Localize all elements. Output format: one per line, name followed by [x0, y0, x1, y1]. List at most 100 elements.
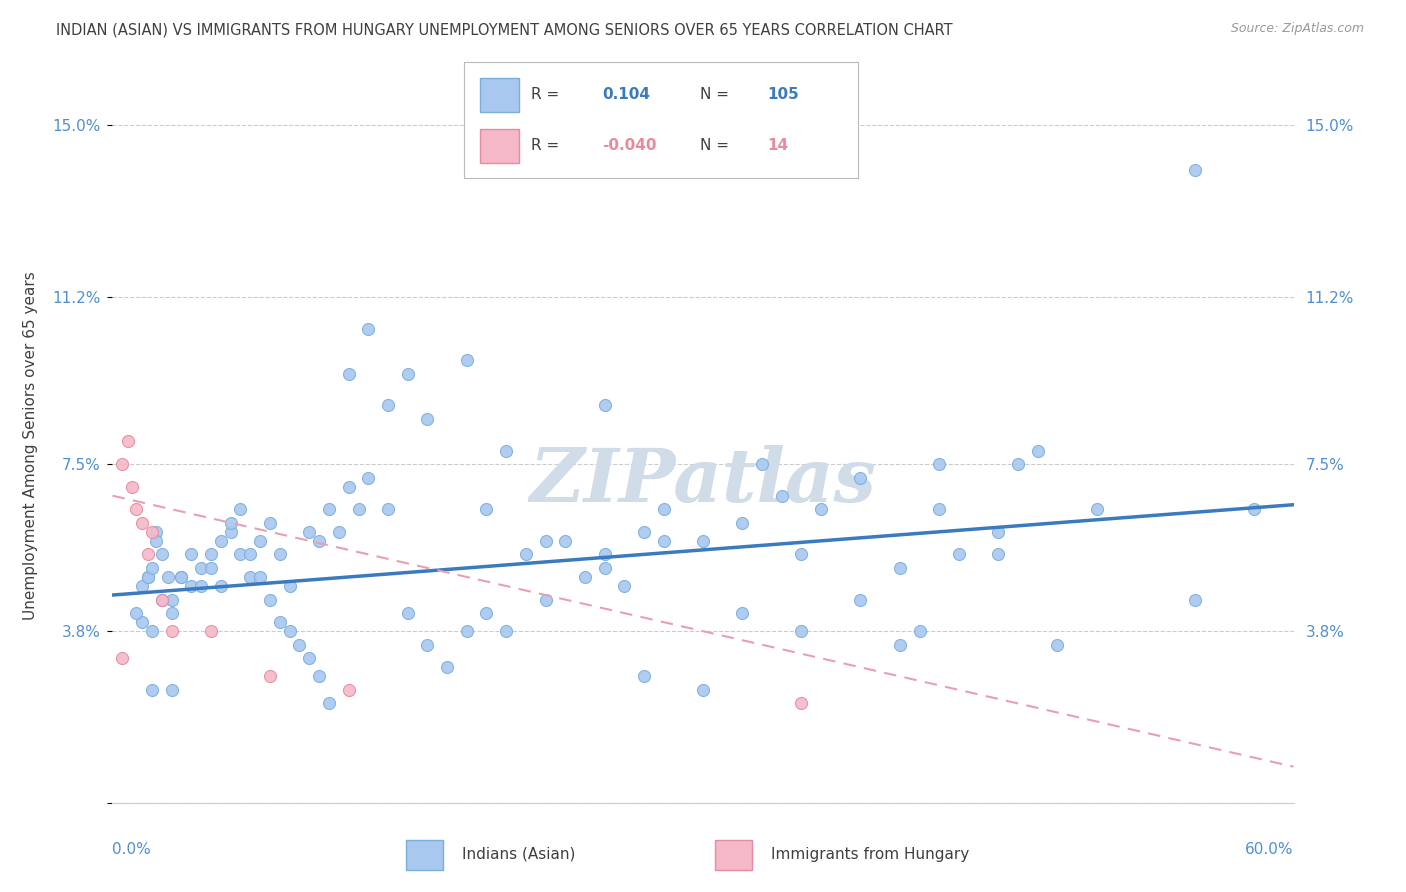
Point	[357, 470, 380, 484]
Point	[249, 570, 271, 584]
Point	[593, 398, 616, 412]
Point	[731, 606, 754, 620]
Point	[111, 457, 134, 471]
Point	[908, 624, 931, 639]
Point	[456, 624, 478, 639]
Text: ZIPatlas: ZIPatlas	[530, 445, 876, 518]
Point	[416, 412, 439, 426]
FancyBboxPatch shape	[479, 78, 519, 112]
Text: 14: 14	[768, 138, 789, 153]
Point	[692, 682, 714, 697]
Point	[269, 548, 291, 562]
Point	[377, 398, 399, 412]
Point	[141, 561, 163, 575]
Point	[156, 570, 179, 584]
Point	[987, 524, 1010, 539]
Point	[229, 502, 252, 516]
Point	[200, 624, 222, 639]
Point	[141, 524, 163, 539]
FancyBboxPatch shape	[406, 840, 443, 870]
Point	[219, 524, 242, 539]
Point	[131, 615, 153, 629]
Point	[200, 561, 222, 575]
Text: R =: R =	[531, 87, 560, 103]
Point	[889, 638, 911, 652]
Point	[652, 502, 675, 516]
Point	[141, 624, 163, 639]
Point	[396, 606, 419, 620]
Point	[1046, 638, 1069, 652]
Point	[849, 470, 872, 484]
Point	[136, 570, 159, 584]
Text: INDIAN (ASIAN) VS IMMIGRANTS FROM HUNGARY UNEMPLOYMENT AMONG SENIORS OVER 65 YEA: INDIAN (ASIAN) VS IMMIGRANTS FROM HUNGAR…	[56, 22, 953, 37]
Point	[239, 570, 262, 584]
Point	[495, 443, 517, 458]
Point	[613, 579, 636, 593]
Point	[259, 592, 281, 607]
Point	[928, 502, 950, 516]
Point	[987, 548, 1010, 562]
Text: N =: N =	[700, 87, 730, 103]
Point	[495, 624, 517, 639]
Point	[239, 548, 262, 562]
Point	[160, 606, 183, 620]
Point	[475, 606, 498, 620]
Point	[337, 682, 360, 697]
Point	[131, 516, 153, 530]
Point	[1243, 502, 1265, 516]
Point	[160, 592, 183, 607]
Point	[145, 533, 167, 548]
Point	[534, 533, 557, 548]
Point	[145, 524, 167, 539]
Point	[515, 548, 537, 562]
Point	[125, 502, 148, 516]
Point	[259, 669, 281, 683]
Point	[170, 570, 193, 584]
Point	[150, 592, 173, 607]
Text: Indians (Asian): Indians (Asian)	[461, 847, 575, 862]
Point	[219, 516, 242, 530]
Point	[160, 682, 183, 697]
Text: 60.0%: 60.0%	[1246, 842, 1294, 857]
Y-axis label: Unemployment Among Seniors over 65 years: Unemployment Among Seniors over 65 years	[24, 272, 38, 620]
Point	[298, 524, 321, 539]
Point	[337, 480, 360, 494]
Point	[337, 367, 360, 381]
Point	[652, 533, 675, 548]
Point	[259, 516, 281, 530]
Point	[574, 570, 596, 584]
Point	[633, 669, 655, 683]
Point	[150, 548, 173, 562]
Point	[1085, 502, 1108, 516]
Text: N =: N =	[700, 138, 730, 153]
Point	[141, 682, 163, 697]
Text: 105: 105	[768, 87, 799, 103]
Text: Source: ZipAtlas.com: Source: ZipAtlas.com	[1230, 22, 1364, 36]
Point	[136, 570, 159, 584]
Point	[249, 533, 271, 548]
Point	[269, 615, 291, 629]
Point	[810, 502, 832, 516]
Point	[849, 592, 872, 607]
Text: -0.040: -0.040	[602, 138, 657, 153]
Point	[770, 489, 793, 503]
Point	[209, 533, 232, 548]
Point	[180, 579, 202, 593]
Point	[150, 592, 173, 607]
Point	[111, 651, 134, 665]
Text: 0.104: 0.104	[602, 87, 650, 103]
Point	[136, 548, 159, 562]
Point	[288, 638, 311, 652]
Point	[308, 669, 330, 683]
Point	[751, 457, 773, 471]
Point	[318, 697, 340, 711]
Point	[357, 321, 380, 335]
Point	[229, 548, 252, 562]
Text: 0.0%: 0.0%	[112, 842, 152, 857]
Point	[298, 651, 321, 665]
Point	[190, 579, 212, 593]
Point	[1184, 592, 1206, 607]
Point	[328, 524, 350, 539]
Text: R =: R =	[531, 138, 560, 153]
Point	[889, 561, 911, 575]
